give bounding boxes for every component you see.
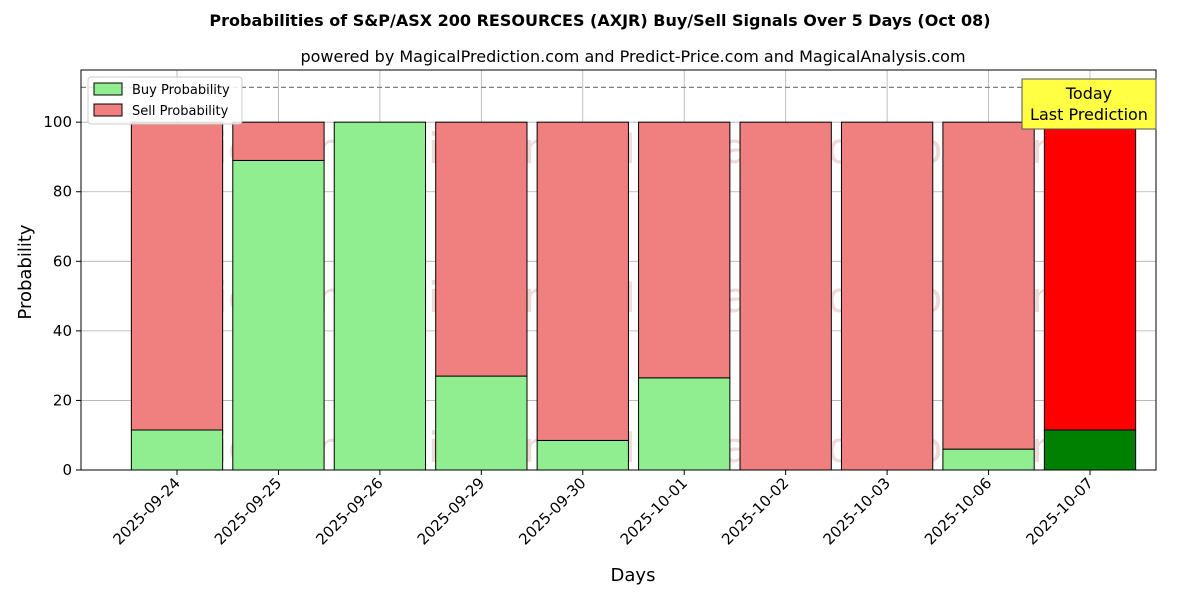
chart-title: Probabilities of S&P/ASX 200 RESOURCES (… [209, 11, 990, 30]
x-tick-label: 2025-10-01 [617, 474, 691, 548]
bar-buy [232, 159, 325, 471]
annotation-line-2: Last Prediction [1030, 105, 1148, 124]
y-tick-label: 20 [53, 391, 72, 409]
y-axis-label: Probability [15, 224, 36, 319]
bar-buy [1043, 429, 1137, 471]
bar-sell [840, 121, 934, 471]
chart-subtitle: powered by MagicalPrediction.com and Pre… [300, 47, 965, 66]
bar-sell [232, 121, 325, 161]
bar-sell [435, 121, 528, 377]
annotation-line-1: Today [1065, 84, 1112, 103]
x-tick-label: 2025-09-30 [515, 474, 589, 548]
y-tick-label: 100 [43, 113, 72, 131]
x-axis-label: Days [611, 565, 656, 586]
x-tick-label: 2025-10-02 [718, 474, 792, 548]
legend-swatch-sell [93, 103, 123, 117]
x-tick-label: 2025-09-25 [211, 474, 285, 548]
x-tick-label: 2025-09-29 [414, 474, 488, 548]
plot-frame [80, 69, 1157, 471]
bars [130, 121, 1137, 471]
x-tick-label: 2025-09-26 [312, 474, 386, 548]
y-tick-label: 80 [53, 183, 72, 201]
legend-swatch-buy [93, 82, 123, 96]
bar-sell [942, 121, 1035, 450]
annotation-box [1021, 78, 1157, 130]
y-tick-label: 40 [53, 322, 72, 340]
bar-buy [435, 375, 528, 471]
x-axis-ticks: 2025-09-24 2025-09-25 2025-09-26 2025-09-29… [109, 470, 1097, 548]
today-annotation: Today Last Prediction [1021, 78, 1157, 130]
bar-buy [942, 448, 1035, 471]
legend: Buy Probability Sell Probability [87, 76, 243, 125]
y-tick-label: 60 [53, 252, 72, 270]
bar-sell [1043, 121, 1137, 431]
x-tick-label: 2025-10-06 [921, 474, 995, 548]
x-tick-label: 2025-10-03 [820, 474, 894, 548]
legend-label-sell: Sell Probability [132, 104, 229, 119]
y-tick-label: 0 [62, 461, 72, 479]
y-axis-ticks: 0 20 40 60 80 100 [43, 113, 81, 479]
legend-label-buy: Buy Probability [132, 83, 230, 98]
bar-buy [536, 439, 629, 471]
x-tick-label: 2025-10-07 [1022, 474, 1096, 548]
bar-buy [130, 429, 224, 471]
legend-box [87, 76, 243, 125]
bar-buy [333, 121, 427, 471]
bar-sell [130, 121, 224, 431]
bar-buy [638, 377, 731, 471]
bar-sell [638, 121, 731, 379]
bar-sell [536, 121, 629, 441]
bar-sell [739, 121, 832, 471]
x-tick-label: 2025-09-24 [109, 474, 183, 548]
